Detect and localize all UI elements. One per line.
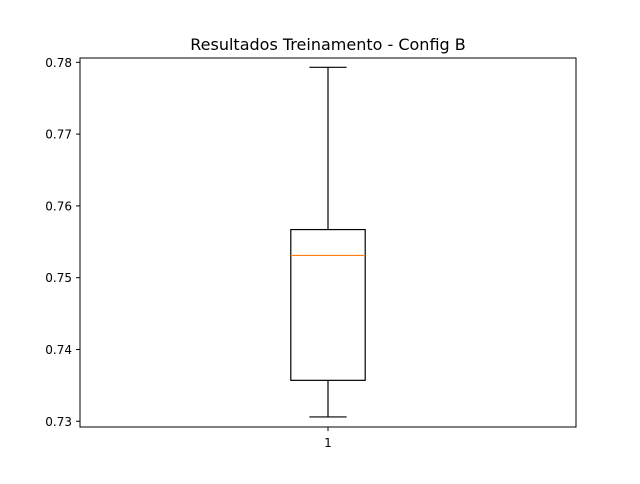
y-tick-label-2: 0.75	[45, 271, 72, 285]
chart-title: Resultados Treinamento - Config B	[190, 35, 465, 54]
y-tick-label-0: 0.73	[45, 415, 72, 429]
y-tick-label-3: 0.76	[45, 199, 72, 213]
y-tick-label-5: 0.78	[45, 56, 72, 70]
y-tick-label-1: 0.74	[45, 343, 72, 357]
x-tick-label-0: 1	[324, 436, 332, 450]
y-tick-label-4: 0.77	[45, 128, 72, 142]
boxes	[290, 66, 366, 418]
axes: 0.73 0.74 0.75 0.76 0.77 0.78 1	[45, 56, 577, 450]
iqr-box-0	[290, 228, 366, 381]
